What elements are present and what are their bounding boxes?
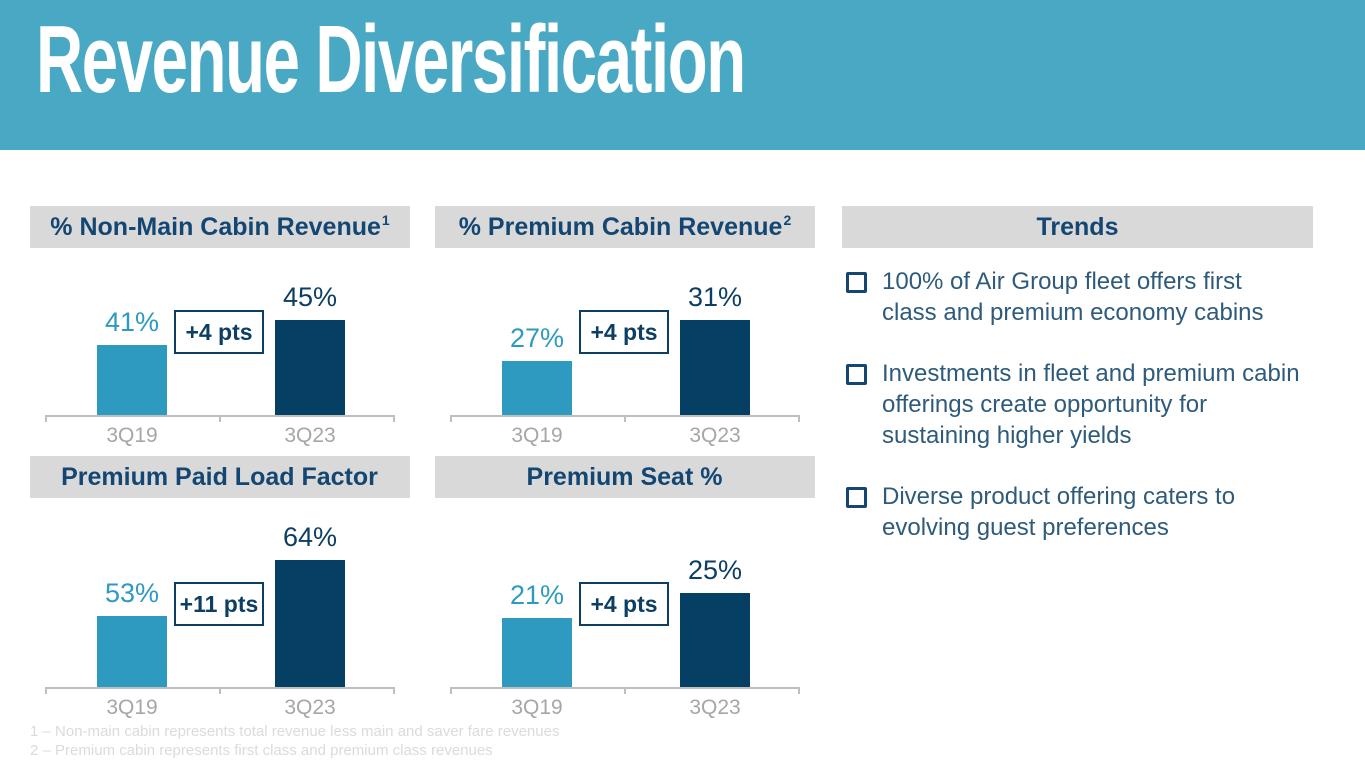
trends-title: Trends (842, 206, 1313, 248)
category-label-3q19: 3Q19 (106, 696, 158, 719)
bar-value-label-3q19: 27% (509, 323, 565, 353)
trends-bullet-item: 100% of Air Group fleet offers first cla… (846, 266, 1313, 328)
footnotes: 1 – Non-main cabin represents total reve… (30, 722, 559, 760)
delta-callout: +11 pts (174, 582, 264, 626)
delta-callout: +4 pts (174, 310, 264, 354)
delta-callout: +4 pts (579, 582, 669, 626)
trends-bullet-text: Diverse product offering caters to evolv… (882, 483, 1236, 541)
bar-3q23 (680, 320, 750, 415)
chart-title-premium-paid-load-factor: Premium Paid Load Factor (30, 456, 410, 498)
chart-title-text: % Premium Cabin Revenue (458, 212, 783, 241)
axis-tick (798, 687, 800, 694)
axis-tick (45, 687, 47, 694)
footnote-1: 1 – Non-main cabin represents total reve… (30, 723, 560, 740)
plot-area: 41% 45% 3Q19 3Q23 (45, 248, 395, 447)
bar-3q19 (97, 616, 167, 687)
axis-tick (450, 687, 452, 694)
chart-panel-non-main-cabin-revenue: % Non-Main Cabin Revenue 1 41% 45% 3Q19 3… (30, 206, 410, 462)
bar-value-label-3q23: 25% (687, 555, 743, 585)
trends-bullet-text: 100% of Air Group fleet offers first cla… (882, 268, 1264, 326)
trends-bullet-item: Investments in fleet and premium cabin o… (846, 358, 1313, 451)
chart-title-non-main-cabin-revenue: % Non-Main Cabin Revenue 1 (30, 206, 410, 248)
category-label-3q23: 3Q23 (284, 696, 336, 719)
bar-value-label-3q19: 53% (104, 578, 160, 608)
plot-area: 27% 31% 3Q19 3Q23 (450, 248, 800, 447)
axis-tick (798, 415, 800, 422)
square-bullet-icon (846, 364, 867, 385)
category-label-3q23: 3Q23 (284, 424, 336, 447)
trends-bullet-item: Diverse product offering caters to evolv… (846, 481, 1313, 543)
footnote-ref-1: 1 (381, 212, 390, 228)
axis-tick (219, 687, 221, 694)
chart-title-text: Premium Seat % (526, 462, 723, 491)
square-bullet-icon (846, 487, 867, 508)
chart-panel-premium-seat-pct: Premium Seat % 21% 25% 3Q19 3Q23 +4 pts (435, 456, 815, 728)
chart-panel-premium-cabin-revenue: % Premium Cabin Revenue 2 27% 31% 3Q19 3Q… (435, 206, 815, 462)
square-bullet-icon (846, 272, 867, 293)
axis-tick (624, 687, 626, 694)
bar-3q19 (97, 345, 167, 415)
trends-bullet-text: Investments in fleet and premium cabin o… (882, 360, 1300, 449)
title-banner: Revenue Diversification (0, 0, 1365, 150)
footnote-ref-2: 2 (783, 212, 792, 228)
category-label-3q23: 3Q23 (689, 696, 741, 719)
axis-tick (393, 687, 395, 694)
footnote-2: 2 – Premium cabin represents first class… (30, 742, 493, 759)
axis-tick (45, 415, 47, 422)
delta-callout: +4 pts (579, 310, 669, 354)
axis-tick (624, 415, 626, 422)
bar-value-label-3q19: 41% (104, 307, 160, 337)
chart-panel-premium-paid-load-factor: Premium Paid Load Factor 53% 64% 3Q19 3Q… (30, 456, 410, 728)
category-label-3q19: 3Q19 (511, 424, 563, 447)
category-label-3q19: 3Q19 (511, 696, 563, 719)
chart-title-premium-seat-pct: Premium Seat % (435, 456, 815, 498)
axis-tick (219, 415, 221, 422)
bar-3q19 (502, 618, 572, 687)
chart-title-text: % Non-Main Cabin Revenue (50, 212, 381, 241)
trends-panel: Trends 100% of Air Group fleet offers fi… (842, 206, 1313, 573)
axis-tick (450, 415, 452, 422)
bar-3q19 (502, 361, 572, 415)
chart-title-text: Premium Paid Load Factor (61, 462, 378, 491)
trends-title-text: Trends (1036, 212, 1119, 241)
chart-title-premium-cabin-revenue: % Premium Cabin Revenue 2 (435, 206, 815, 248)
bar-3q23 (275, 320, 345, 415)
bar-value-label-3q19: 21% (509, 580, 565, 610)
slide-title: Revenue Diversification (36, 6, 746, 113)
bar-value-label-3q23: 45% (282, 282, 338, 312)
bar-3q23 (680, 593, 750, 687)
bar-value-label-3q23: 31% (687, 282, 743, 312)
axis-tick (393, 415, 395, 422)
category-label-3q23: 3Q23 (689, 424, 741, 447)
plot-area: 53% 64% 3Q19 3Q23 (45, 498, 395, 719)
trends-bullet-list: 100% of Air Group fleet offers first cla… (846, 266, 1313, 543)
category-label-3q19: 3Q19 (106, 424, 158, 447)
bar-3q23 (275, 560, 345, 687)
bar-value-label-3q23: 64% (282, 522, 338, 552)
plot-area: 21% 25% 3Q19 3Q23 (450, 498, 800, 719)
